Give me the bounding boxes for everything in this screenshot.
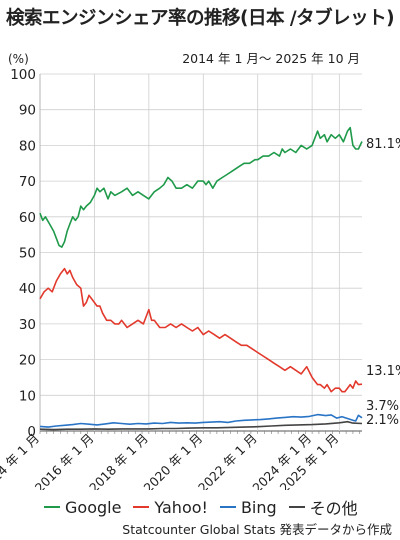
- series-end-label: 2.1%: [366, 413, 399, 428]
- x-tick-label: 2020 年 1 月: [141, 431, 206, 490]
- series-end-label: 81.1%: [366, 137, 400, 152]
- legend-label: その他: [309, 499, 358, 518]
- series-end-label: 3.7%: [366, 399, 399, 414]
- series-line-0: [39, 126, 363, 248]
- y-tick-label: 90: [19, 103, 36, 119]
- x-tick-label: 2016 年 1 月: [32, 431, 97, 490]
- y-tick-label: 100: [10, 67, 36, 83]
- series-end-label: 13.1%: [366, 364, 400, 379]
- y-tick-label: 0: [27, 424, 36, 440]
- y-tick-label: 20: [19, 353, 36, 369]
- legend-label: Google: [65, 497, 122, 517]
- legend-label: Bing: [240, 497, 277, 517]
- legend-item: Google: [44, 498, 121, 517]
- y-axis-unit-label: (%): [8, 52, 29, 66]
- page-title: 検索エンジンシェア率の推移(日本 /タブレット): [6, 8, 395, 29]
- y-tick-label: 80: [19, 138, 36, 154]
- source-note: Statcounter Global Stats 発表データから作成: [122, 522, 392, 537]
- legend-label: Yahoo!: [154, 497, 208, 517]
- y-tick-label: 70: [19, 174, 36, 190]
- legend-swatch: [44, 506, 60, 508]
- series-layer: [39, 126, 363, 431]
- series-line-1: [39, 267, 363, 393]
- series-line-2: [39, 413, 363, 428]
- legend-item: Yahoo!: [133, 498, 208, 517]
- chart-subtitle: 2014 年 1 月〜 2025 年 10 月: [182, 51, 360, 66]
- legend-item: Bing: [219, 497, 277, 517]
- label-layer: 81.1% 13.1% 3.7%2.1%: [366, 137, 400, 428]
- legend-swatch: [288, 506, 305, 508]
- y-tick-label: 40: [19, 281, 36, 297]
- legend-swatch: [133, 506, 150, 508]
- y-tick-label: 30: [19, 317, 36, 333]
- legend-swatch: [219, 506, 236, 508]
- y-tick-label: 50: [19, 246, 36, 262]
- x-tick-label: 2018 年 1 月: [86, 431, 151, 490]
- y-tick-label: 60: [19, 210, 36, 226]
- line-chart: (%) 2014 年 1 月〜 2025 年 10 月 0 10 20 30 40 50 6…: [0, 51, 400, 490]
- series-line-3: [39, 420, 363, 431]
- legend-item: その他: [288, 495, 358, 519]
- chart-legend: Google Yahoo! Bing その他: [44, 495, 370, 519]
- y-tick-label: 10: [19, 388, 36, 404]
- x-tick-label: 2022 年 1 月: [195, 431, 260, 490]
